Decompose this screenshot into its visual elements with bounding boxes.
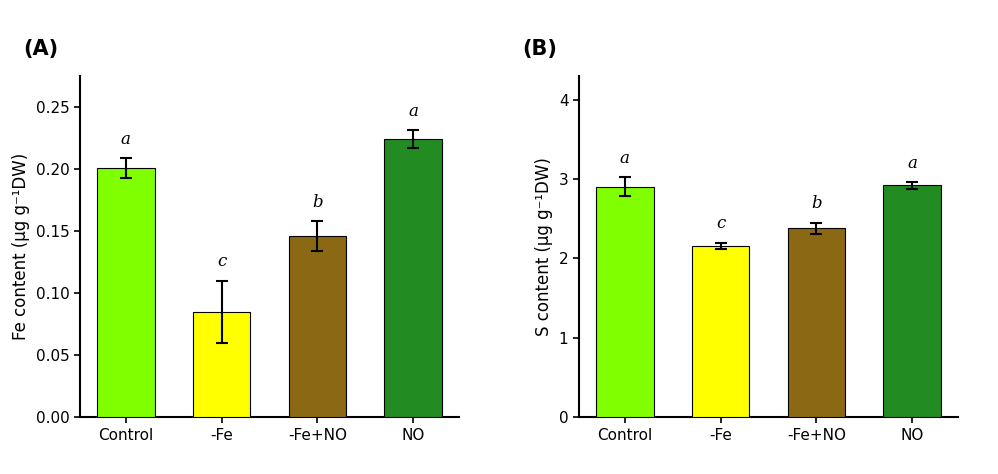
Text: b: b <box>312 194 322 211</box>
Text: (A): (A) <box>23 39 58 59</box>
Text: c: c <box>217 254 227 270</box>
Bar <box>692 246 749 417</box>
Y-axis label: Fe content (μg g⁻¹DW): Fe content (μg g⁻¹DW) <box>12 153 30 340</box>
Bar <box>787 228 845 417</box>
Text: c: c <box>716 215 726 232</box>
Text: a: a <box>620 150 630 167</box>
Text: b: b <box>811 195 821 212</box>
Bar <box>384 139 442 417</box>
Bar <box>596 187 654 417</box>
Bar <box>193 311 250 417</box>
Bar <box>883 185 941 417</box>
Text: a: a <box>907 155 917 172</box>
Bar <box>288 236 346 417</box>
Y-axis label: S content (μg g⁻¹DW): S content (μg g⁻¹DW) <box>535 157 553 336</box>
Text: a: a <box>408 103 418 120</box>
Bar <box>97 168 155 417</box>
Text: (B): (B) <box>522 39 557 59</box>
Text: a: a <box>121 130 131 147</box>
